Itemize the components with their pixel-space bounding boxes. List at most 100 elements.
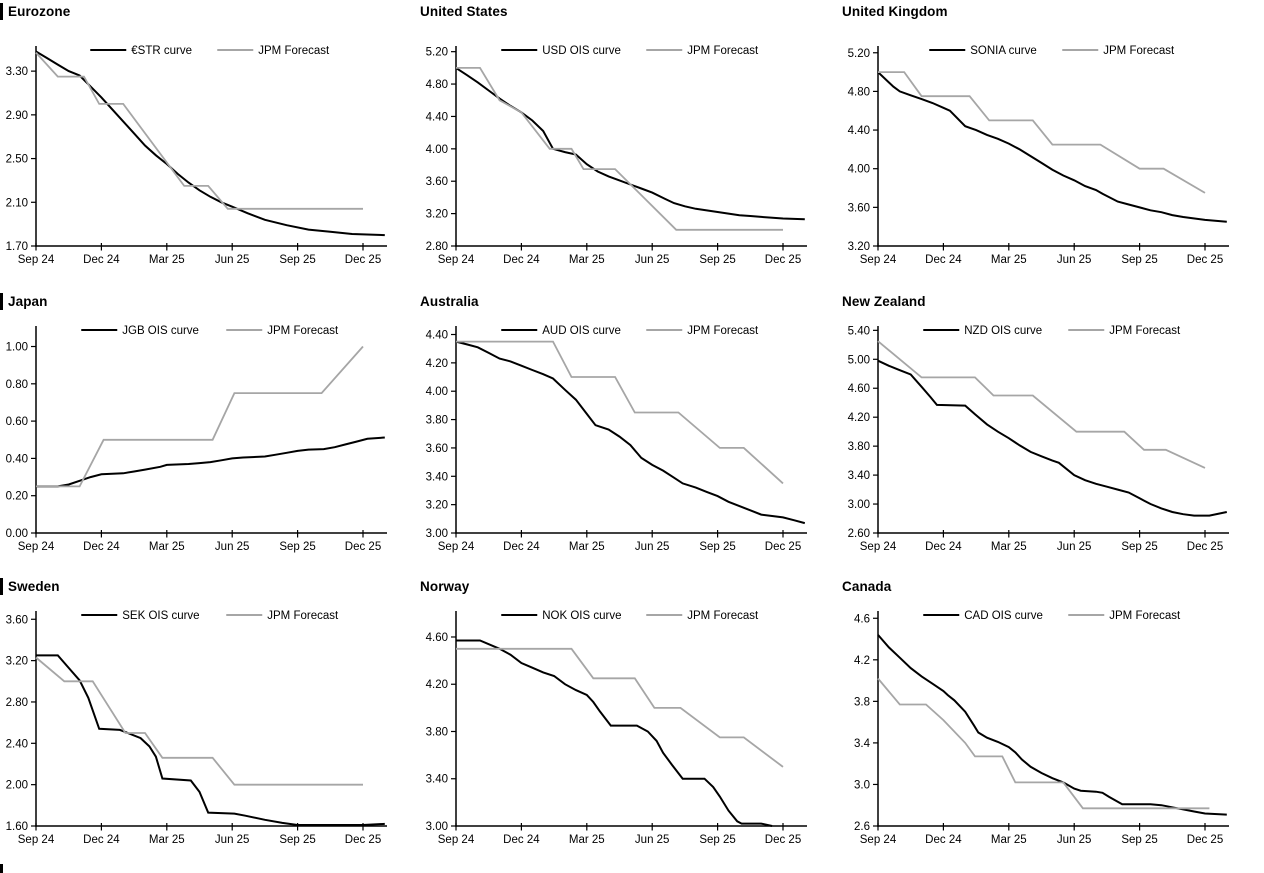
x-tick-label: Sep 24 bbox=[860, 834, 897, 846]
legend-forecast-label: JPM Forecast bbox=[687, 610, 759, 622]
chart-title: Japan bbox=[8, 293, 48, 309]
x-tick-label: Sep 25 bbox=[1121, 254, 1157, 266]
x-tick-label: Dec 25 bbox=[765, 541, 801, 553]
x-tick-label: Mar 25 bbox=[149, 541, 185, 553]
y-tick-label: 1.70 bbox=[6, 241, 28, 253]
forecast-line bbox=[456, 340, 784, 485]
x-tick-label: Jun 25 bbox=[635, 541, 670, 553]
y-tick-label: 4.20 bbox=[848, 412, 870, 424]
y-tick-label: 3.4 bbox=[854, 738, 871, 750]
legend-forecast-label: JPM Forecast bbox=[258, 45, 330, 57]
y-tick-label: 2.40 bbox=[6, 738, 28, 750]
legend-ois-label: USD OIS curve bbox=[542, 45, 621, 57]
x-tick-label: Mar 25 bbox=[991, 541, 1027, 553]
legend: SEK OIS curve JPM Forecast bbox=[81, 610, 339, 622]
x-tick-label: Dec 25 bbox=[345, 834, 381, 846]
chart-panel-australia: Australia 4.40 4.20 4.00 3.80 3.60 3.40 3.20 3.… bbox=[420, 290, 842, 575]
y-tick-label: 3.30 bbox=[6, 66, 28, 78]
x-tick-label: Dec 25 bbox=[765, 834, 801, 846]
x-tick-label: Sep 24 bbox=[438, 541, 475, 553]
y-tick-label: 5.20 bbox=[426, 47, 448, 59]
legend: €STR curve JPM Forecast bbox=[90, 45, 330, 57]
y-tick-label: 2.10 bbox=[6, 197, 28, 209]
x-tick-label: Dec 24 bbox=[83, 254, 120, 266]
chart-panel-canada: Canada 4.6 4.2 3.8 3.4 3.0 2.6 Sep 24 Dec 24 Mar… bbox=[842, 575, 1264, 873]
y-tick-label: 3.20 bbox=[426, 209, 448, 221]
forecast-line bbox=[878, 71, 1206, 194]
chart-panel-united-states: United States 5.20 4.80 4.40 4.00 3.60 3.20 2.… bbox=[420, 0, 842, 290]
x-tick-label: Dec 25 bbox=[345, 541, 381, 553]
y-tick-label: 3.40 bbox=[426, 774, 448, 786]
y-tick-label: 3.20 bbox=[848, 241, 870, 253]
x-tick-label: Dec 25 bbox=[765, 254, 801, 266]
legend-ois-label: NOK OIS curve bbox=[542, 610, 621, 622]
chart-title: Eurozone bbox=[8, 3, 71, 19]
chart-panel-japan: Japan 1.00 0.80 0.60 0.40 0.20 0.00 Sep 24 Dec … bbox=[0, 290, 420, 575]
y-tick-label: 3.80 bbox=[848, 441, 870, 453]
ois-curve-line bbox=[455, 67, 805, 221]
chart-title: Australia bbox=[420, 293, 479, 309]
x-tick-label: Dec 24 bbox=[503, 254, 540, 266]
legend: JGB OIS curve JPM Forecast bbox=[81, 325, 339, 337]
y-tick-label: 2.80 bbox=[426, 241, 448, 253]
legend: SONIA curve JPM Forecast bbox=[929, 45, 1175, 57]
legend-ois-label: SONIA curve bbox=[970, 45, 1036, 57]
legend-ois-label: AUD OIS curve bbox=[542, 325, 621, 337]
y-tick-label: 4.00 bbox=[848, 164, 870, 176]
ois-curve-line bbox=[877, 359, 1228, 517]
legend-forecast-label: JPM Forecast bbox=[687, 325, 759, 337]
y-tick-label: 3.60 bbox=[6, 614, 28, 626]
chart-title-row: Canada bbox=[842, 575, 1264, 596]
x-tick-label: Mar 25 bbox=[991, 834, 1027, 846]
x-tick-label: Mar 25 bbox=[569, 541, 605, 553]
x-tick-label: Dec 24 bbox=[83, 541, 120, 553]
y-tick-label: 4.00 bbox=[426, 386, 448, 398]
x-tick-label: Sep 24 bbox=[18, 541, 55, 553]
section-bar bbox=[0, 577, 3, 595]
y-tick-label: 3.40 bbox=[848, 470, 870, 482]
x-tick-label: Sep 25 bbox=[699, 834, 735, 846]
y-tick-label: 0.20 bbox=[6, 491, 28, 503]
x-tick-label: Dec 24 bbox=[503, 541, 540, 553]
section-bar bbox=[0, 292, 3, 310]
x-tick-label: Sep 25 bbox=[699, 254, 735, 266]
forecast-line bbox=[456, 67, 783, 231]
x-tick-label: Dec 24 bbox=[83, 834, 120, 846]
y-tick-label: 3.40 bbox=[426, 471, 448, 483]
legend-forecast-label: JPM Forecast bbox=[267, 610, 339, 622]
y-tick-label: 0.00 bbox=[6, 528, 28, 540]
x-tick-label: Mar 25 bbox=[991, 254, 1027, 266]
y-tick-label: 4.40 bbox=[426, 330, 448, 342]
legend-forecast-label: JPM Forecast bbox=[687, 45, 759, 57]
y-tick-label: 4.00 bbox=[426, 144, 448, 156]
forecast-line bbox=[35, 656, 363, 786]
legend-forecast-label: JPM Forecast bbox=[267, 325, 339, 337]
y-tick-label: 4.20 bbox=[426, 358, 448, 370]
chart-title: Canada bbox=[842, 578, 892, 594]
x-tick-label: Sep 25 bbox=[1121, 541, 1157, 553]
x-tick-label: Dec 24 bbox=[925, 254, 962, 266]
legend-ois-label: JGB OIS curve bbox=[122, 325, 199, 337]
x-tick-label: Mar 25 bbox=[569, 834, 605, 846]
ois-curve-line bbox=[877, 71, 1227, 223]
y-tick-label: 3.60 bbox=[848, 202, 870, 214]
y-tick-label: 3.80 bbox=[426, 415, 448, 427]
y-tick-label: 3.60 bbox=[426, 176, 448, 188]
legend-forecast-label: JPM Forecast bbox=[1109, 610, 1181, 622]
y-tick-label: 4.40 bbox=[426, 111, 448, 123]
ois-curve-line bbox=[455, 340, 806, 525]
y-tick-label: 3.8 bbox=[854, 696, 870, 708]
x-tick-label: Dec 24 bbox=[925, 541, 962, 553]
x-tick-label: Sep 24 bbox=[18, 254, 55, 266]
x-tick-label: Jun 25 bbox=[635, 254, 670, 266]
forecast-line bbox=[877, 677, 1210, 810]
chart-panel-eurozone: Eurozone 3.30 2.90 2.50 2.10 1.70 Sep 24 Dec 2… bbox=[0, 0, 420, 290]
